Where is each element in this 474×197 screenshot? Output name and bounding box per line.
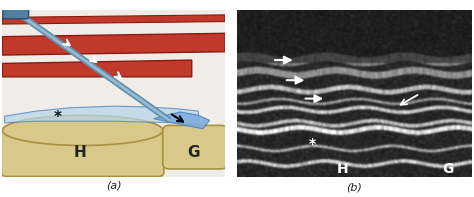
- Text: G: G: [443, 162, 454, 176]
- Text: G: G: [188, 145, 200, 160]
- FancyBboxPatch shape: [3, 7, 28, 19]
- Text: (b): (b): [346, 182, 362, 192]
- Polygon shape: [5, 106, 199, 124]
- Text: H: H: [337, 162, 348, 176]
- Text: H: H: [74, 145, 87, 160]
- FancyBboxPatch shape: [1, 128, 164, 177]
- Polygon shape: [2, 33, 225, 55]
- Polygon shape: [2, 60, 191, 77]
- Text: *: *: [54, 110, 62, 125]
- Ellipse shape: [2, 115, 163, 145]
- Text: (a): (a): [106, 181, 121, 191]
- Polygon shape: [2, 15, 225, 24]
- Text: *: *: [309, 137, 316, 151]
- Polygon shape: [154, 112, 210, 129]
- FancyBboxPatch shape: [163, 125, 228, 169]
